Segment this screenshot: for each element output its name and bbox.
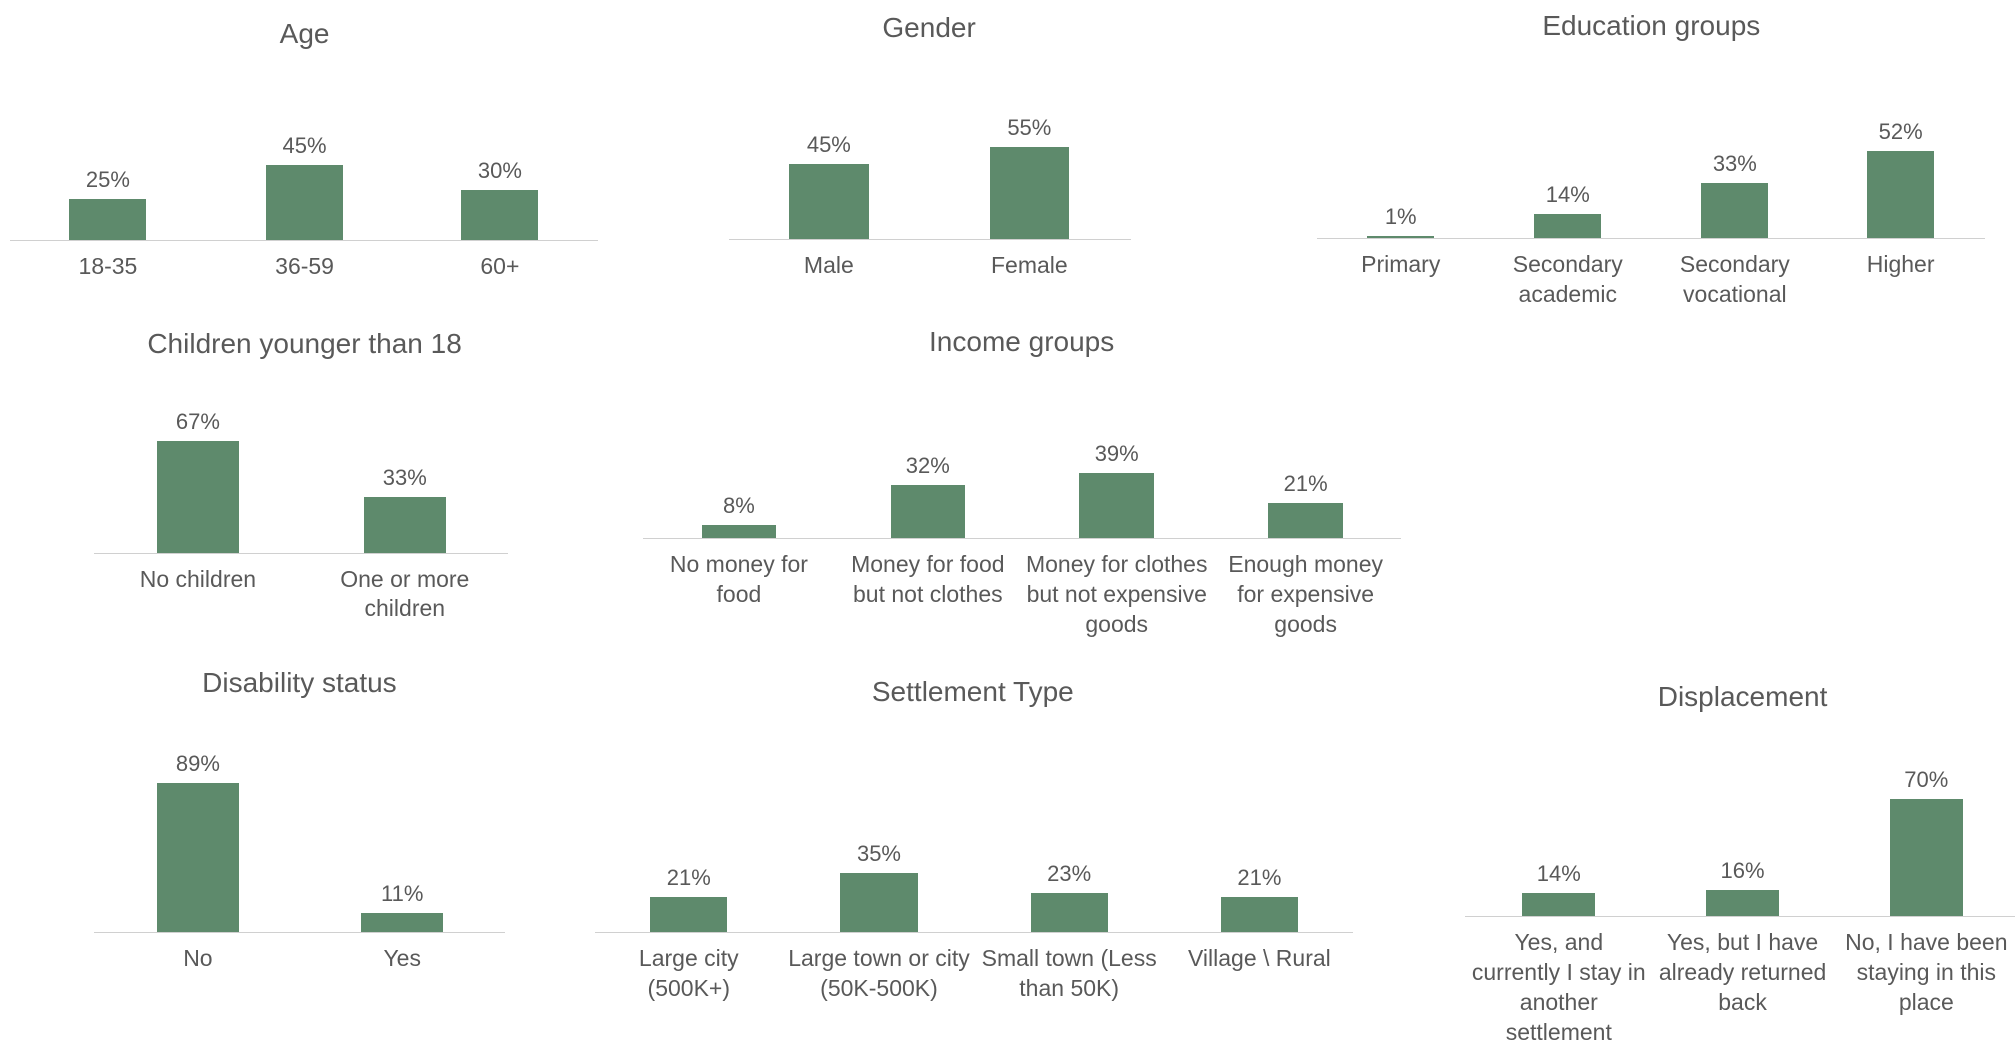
category-label: Enough money for expensive goods: [1228, 551, 1383, 638]
category-label: Secondary academic: [1512, 250, 1623, 307]
bar: [1867, 150, 1935, 238]
bar: [701, 525, 777, 539]
value-label: 25%: [85, 166, 130, 192]
baseline: [10, 240, 598, 242]
category-label: Male: [803, 252, 854, 279]
chart-title: Settlement Type: [871, 675, 1074, 707]
value-label: 11%: [381, 881, 424, 907]
category-label: No, I have been staying in this place: [1845, 929, 2008, 1016]
bar: [1534, 214, 1602, 238]
value-label: 33%: [382, 465, 427, 491]
bar: [69, 198, 147, 241]
category-label: 60+: [480, 253, 520, 280]
bar: [156, 782, 239, 932]
value-label: 14%: [1545, 182, 1590, 208]
baseline: [1464, 916, 2015, 918]
bar: [266, 165, 344, 241]
value-label: 16%: [1720, 857, 1765, 883]
value-label: 55%: [1007, 115, 1052, 141]
chart-title: Income groups: [929, 326, 1115, 358]
category-label: 18-35: [78, 253, 138, 280]
category-label: Yes: [383, 944, 421, 971]
value-label: 35%: [856, 841, 902, 867]
chart-title: Age: [279, 17, 330, 49]
value-label: 89%: [175, 750, 220, 776]
bar: [650, 896, 728, 932]
value-label: 21%: [1237, 864, 1282, 890]
bar: [1268, 503, 1343, 539]
bar: [1701, 182, 1769, 238]
bar: [363, 497, 446, 553]
value-label: 8%: [723, 493, 755, 519]
category-label: No: [183, 944, 213, 971]
category-label: One or more children: [340, 565, 470, 622]
bar: [461, 190, 539, 241]
value-label: 1%: [1384, 204, 1417, 230]
category-label: No children: [139, 565, 257, 592]
category-label: Money for food but not clothes: [851, 551, 1005, 608]
category-label: Secondary vocational: [1679, 250, 1790, 307]
value-label: 52%: [1878, 118, 1923, 144]
bar: [1079, 473, 1154, 539]
value-label: 39%: [1094, 441, 1139, 467]
category-label: Yes, but I have already returned back: [1658, 929, 1827, 1016]
category-label: Large town or city (50K-500K): [788, 944, 970, 1001]
baseline: [594, 931, 1354, 933]
value-label: 21%: [1283, 471, 1328, 497]
category-label: Large city (500K+): [638, 944, 739, 1001]
baseline: [728, 239, 1131, 241]
chart-title: Disability status: [202, 666, 397, 698]
bar: [789, 163, 869, 240]
category-label: Primary: [1361, 250, 1441, 277]
baseline: [93, 552, 508, 554]
category-label: Village \ Rural: [1187, 944, 1331, 971]
category-label: Higher: [1866, 250, 1935, 277]
value-label: 21%: [666, 864, 711, 890]
category-label: Money for clothes but not expensive good…: [1025, 551, 1208, 638]
chart-title: Children younger than 18: [147, 327, 462, 359]
bar: [1522, 892, 1596, 917]
chart-title: Education groups: [1542, 10, 1761, 42]
value-label: 70%: [1904, 767, 1949, 793]
baseline: [93, 931, 506, 933]
value-label: 30%: [477, 158, 522, 184]
category-label: Small town (Less than 50K): [981, 944, 1157, 1001]
category-label: Yes, and currently I stay in another set…: [1471, 929, 1646, 1045]
value-label: 67%: [175, 408, 220, 434]
bar: [890, 484, 966, 539]
chart-title: Gender: [882, 11, 976, 43]
bar: [1705, 889, 1780, 917]
category-label: 36-59: [275, 253, 334, 280]
category-label: No money for food: [669, 551, 808, 608]
value-label: 23%: [1047, 861, 1092, 887]
value-label: 45%: [282, 133, 327, 159]
value-label: 33%: [1712, 150, 1757, 176]
bar: [840, 873, 918, 932]
chart-title: Displacement: [1657, 681, 1828, 713]
baseline: [1317, 237, 1986, 239]
value-label: 32%: [905, 452, 950, 478]
bar: [1030, 893, 1108, 932]
value-label: 14%: [1536, 860, 1581, 886]
bar: [989, 147, 1070, 240]
category-label: Female: [990, 252, 1068, 279]
bar: [1367, 236, 1435, 238]
bar: [1220, 896, 1298, 932]
value-label: 45%: [806, 131, 851, 157]
bar: [156, 440, 239, 553]
bar: [1889, 799, 1963, 917]
baseline: [642, 538, 1401, 540]
bar: [361, 913, 444, 932]
